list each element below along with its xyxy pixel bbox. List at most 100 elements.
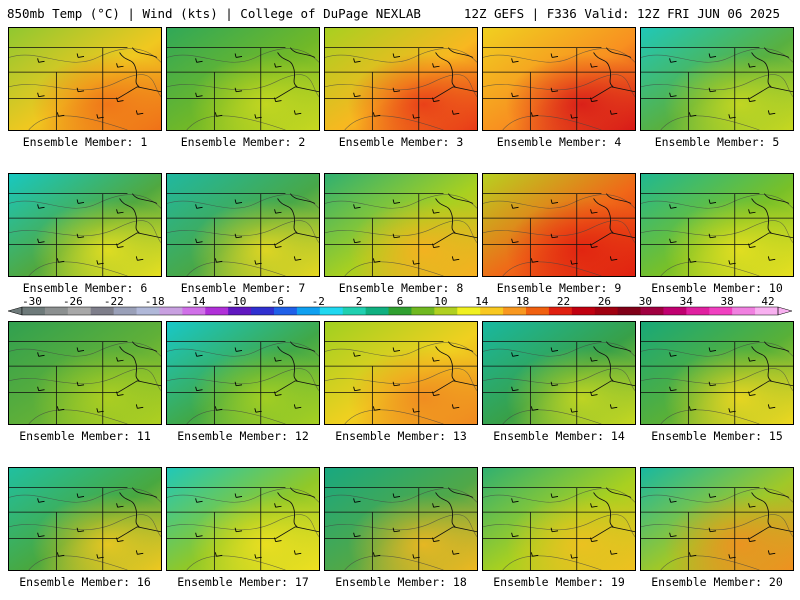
temperature-field: [483, 468, 635, 570]
temperature-field: [9, 28, 161, 130]
ensemble-member-label: Ensemble Member: 1: [22, 135, 148, 149]
ensemble-member-label: Ensemble Member: 4: [496, 135, 622, 149]
colorbar-segment: [411, 307, 435, 315]
ensemble-member-map-8: [324, 173, 478, 277]
colorbar-tick-label: 42: [761, 296, 774, 308]
colorbar-segment: [159, 307, 183, 315]
colorbar-tick-label: -18: [145, 296, 165, 308]
ensemble-member-label: Ensemble Member: 16: [19, 575, 151, 589]
colorbar-segment: [709, 307, 733, 315]
ensemble-member-label: Ensemble Member: 17: [177, 575, 309, 589]
ensemble-member-map-15: [640, 321, 794, 425]
colorbar-segment: [228, 307, 252, 315]
ensemble-member-label: Ensemble Member: 5: [654, 135, 780, 149]
ensemble-member-label: Ensemble Member: 6: [22, 281, 148, 295]
colorbar-max-arrow: [777, 306, 792, 316]
ensemble-member-map-18: [324, 467, 478, 571]
ensemble-member-map-11: [8, 321, 162, 425]
colorbar-tick-label: 38: [720, 296, 733, 308]
ensemble-member-map-9: [482, 173, 636, 277]
colorbar-segment: [136, 307, 160, 315]
chart-title: 850mb Temp (°C) | Wind (kts) | College o…: [7, 6, 421, 21]
temperature-field: [325, 468, 477, 570]
temperature-field: [325, 28, 477, 130]
ensemble-member-label: Ensemble Member: 7: [180, 281, 306, 295]
ensemble-member-label: Ensemble Member: 3: [338, 135, 464, 149]
ensemble-member-label: Ensemble Member: 8: [338, 281, 464, 295]
ensemble-member-label: Ensemble Member: 19: [493, 575, 625, 589]
colorbar-tick-label: -10: [227, 296, 247, 308]
temperature-field: [167, 174, 319, 276]
colorbar-tick-label: 30: [639, 296, 652, 308]
model-run-info: 12Z GEFS | F336 Valid: 12Z FRI JUN 06 20…: [463, 6, 780, 21]
ensemble-member-map-10: [640, 173, 794, 277]
ensemble-member-label: Ensemble Member: 14: [493, 429, 625, 443]
colorbar-tick-label: -26: [63, 296, 83, 308]
colorbar-segment: [365, 307, 390, 315]
ensemble-member-label: Ensemble Member: 9: [496, 281, 622, 295]
ensemble-member-map-17: [166, 467, 320, 571]
temperature-field: [641, 174, 793, 276]
temperature-field: [641, 468, 793, 570]
temperature-field: [325, 174, 477, 276]
temperature-field: [9, 322, 161, 424]
colorbar-tick-label: -14: [186, 296, 206, 308]
colorbar-segment: [205, 307, 229, 315]
colorbar-graphic: -30 -26 -22 -18 -14 -10 -6 -2 2 6 10 14 18 22 26 30 34 38…: [8, 296, 792, 316]
colorbar-segment: [388, 307, 412, 315]
temperature-field: [641, 322, 793, 424]
colorbar-tick-label: -2: [312, 296, 325, 308]
ensemble-member-label: Ensemble Member: 13: [335, 429, 467, 443]
colorbar-segment: [90, 307, 115, 315]
colorbar-tick-label: 10: [434, 296, 447, 308]
colorbar-segment: [640, 307, 664, 315]
colorbar-segment: [526, 307, 550, 315]
ensemble-member-label: Ensemble Member: 18: [335, 575, 467, 589]
temperature-colorbar: -30 -26 -22 -18 -14 -10 -6 -2 2 6 10 14 18 22 26 30 34 38…: [8, 296, 792, 320]
colorbar-segment: [342, 307, 367, 315]
ensemble-member-map-13: [324, 321, 478, 425]
ensemble-member-map-20: [640, 467, 794, 571]
colorbar-segment: [732, 307, 756, 315]
colorbar-min-arrow: [8, 306, 23, 316]
ensemble-member-map-4: [482, 27, 636, 131]
ensemble-member-map-19: [482, 467, 636, 571]
colorbar-segment: [113, 307, 138, 315]
colorbar-tick-label: 22: [557, 296, 570, 308]
colorbar-segment: [67, 307, 92, 315]
temperature-field: [9, 174, 161, 276]
colorbar-segment: [594, 307, 619, 315]
temperature-field: [167, 28, 319, 130]
colorbar-segment: [571, 307, 596, 315]
ensemble-member-map-5: [640, 27, 794, 131]
colorbar-segment: [434, 307, 458, 315]
temperature-field: [167, 468, 319, 570]
colorbar-tick-label: -30: [22, 296, 42, 308]
ensemble-member-map-3: [324, 27, 478, 131]
colorbar-segment: [548, 307, 573, 315]
colorbar-segment: [755, 307, 779, 315]
temperature-field: [483, 174, 635, 276]
ensemble-member-label: Ensemble Member: 12: [177, 429, 309, 443]
colorbar-segment: [274, 307, 298, 315]
temperature-field: [9, 468, 161, 570]
ensemble-member-map-16: [8, 467, 162, 571]
colorbar-segment: [251, 307, 275, 315]
colorbar-segment: [44, 307, 69, 315]
colorbar-segment: [503, 307, 527, 315]
colorbar-tick-label: 6: [397, 296, 404, 308]
ensemble-member-map-7: [166, 173, 320, 277]
ensemble-member-label: Ensemble Member: 20: [651, 575, 783, 589]
ensemble-member-label: Ensemble Member: 11: [19, 429, 151, 443]
temperature-field: [483, 28, 635, 130]
ensemble-member-label: Ensemble Member: 2: [180, 135, 306, 149]
colorbar-segment: [480, 307, 504, 315]
temperature-field: [167, 322, 319, 424]
colorbar-tick-label: 34: [680, 296, 694, 308]
colorbar-tick-label: 14: [475, 296, 489, 308]
ensemble-member-label: Ensemble Member: 10: [651, 281, 783, 295]
ensemble-member-map-6: [8, 173, 162, 277]
temperature-field: [325, 322, 477, 424]
colorbar-segment: [319, 307, 344, 315]
colorbar-segment: [663, 307, 687, 315]
